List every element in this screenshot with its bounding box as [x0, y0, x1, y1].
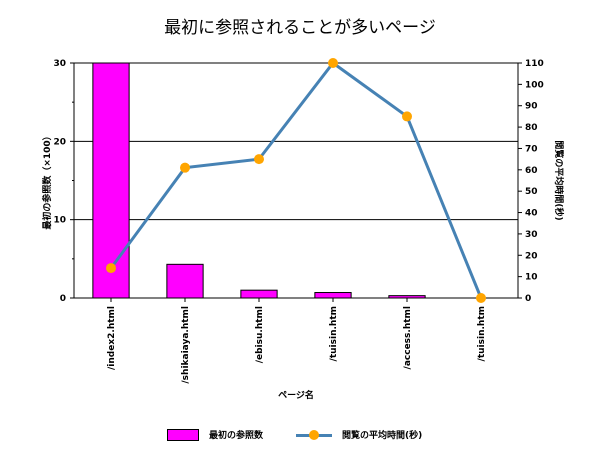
- line-point-0: [106, 263, 116, 274]
- x-tick-label: /tuisin.htm: [329, 306, 339, 361]
- y-right-tick-label: 20: [525, 251, 538, 261]
- x-tick-label: /tuisin.htm: [477, 306, 487, 361]
- y-right-tick-label: 70: [525, 144, 538, 154]
- y-left-tick-label: 30: [53, 59, 66, 69]
- y-right-tick-label: 0: [525, 294, 531, 304]
- y-left-tick-label: 10: [53, 216, 66, 226]
- bar-2: [240, 289, 278, 299]
- x-tick-label: /ebisu.html: [255, 306, 265, 363]
- x-tick-label: /shikaiaya.html: [181, 306, 191, 384]
- line-point-2: [254, 154, 264, 165]
- legend-item-line: 閲覧の平均時間(秒): [296, 428, 422, 441]
- line-point-5: [476, 293, 486, 303]
- line-point-1: [180, 162, 190, 173]
- y-left-tick-label: 20: [53, 137, 66, 147]
- y-left-tick-label: 0: [60, 294, 66, 304]
- y-right-tick-label: 110: [525, 59, 544, 69]
- line-point-4: [402, 111, 412, 122]
- y-right-tick-label: 90: [525, 102, 538, 112]
- x-tick-label: /access.html: [403, 306, 413, 369]
- chart-title: 最初に参照されることが多いページ: [164, 18, 436, 38]
- y-right-tick-label: 50: [525, 187, 538, 197]
- y-right-tick-label: 30: [525, 230, 538, 240]
- bar-0: [92, 62, 130, 299]
- line-point-3: [328, 58, 338, 68]
- bar-1: [166, 263, 204, 299]
- series-line: [109, 60, 483, 299]
- y-axis-left-title: 最初の参照数（×100）: [41, 131, 53, 229]
- chart-legend: 最初の参照数 閲覧の平均時間(秒): [0, 428, 600, 448]
- y-right-tick-label: 80: [525, 123, 538, 133]
- y-right-tick-label: 10: [525, 273, 538, 283]
- legend-line-swatch: [296, 429, 332, 440]
- y-right-tick-label: 40: [525, 209, 538, 219]
- bar-3: [314, 292, 352, 299]
- y-right-tick-label: 100: [525, 80, 544, 90]
- legend-bar-swatch: [167, 428, 199, 441]
- legend-bar-label: 最初の参照数: [209, 431, 264, 441]
- y-right-tick-label: 60: [525, 166, 538, 176]
- legend-item-bar: 最初の参照数: [167, 428, 263, 441]
- legend-line-label: 閲覧の平均時間(秒): [342, 431, 423, 441]
- y-axis-right-title: 閲覧の平均時間(秒): [553, 140, 565, 220]
- x-tick-label: /index2.html: [107, 306, 117, 370]
- x-axis-title: ページ名: [278, 389, 314, 401]
